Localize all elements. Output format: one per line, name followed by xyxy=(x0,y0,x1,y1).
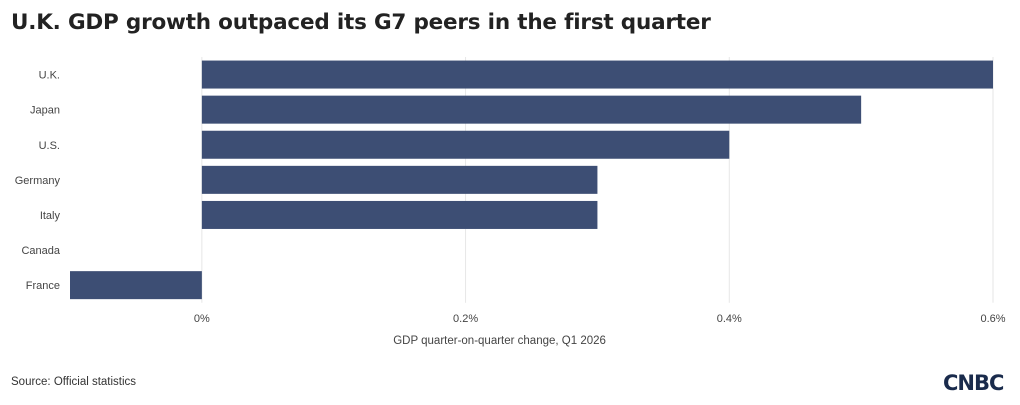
category-label-japan: Japan xyxy=(30,105,60,117)
bar-france xyxy=(70,271,202,300)
svg-text:CNBC: CNBC xyxy=(943,371,1004,393)
bar-japan xyxy=(201,95,862,124)
bars xyxy=(70,60,993,300)
category-label-france: France xyxy=(26,280,60,292)
x-tick-label-2: 0.4% xyxy=(717,313,742,325)
category-label-u-k: U.K. xyxy=(39,70,60,82)
bar-u-k xyxy=(201,60,993,89)
category-label-u-s: U.S. xyxy=(39,140,60,152)
category-label-germany: Germany xyxy=(15,175,61,187)
category-label-canada: Canada xyxy=(21,245,60,257)
source-note: Source: Official statistics xyxy=(11,376,137,388)
cnbc-logo-icon: CNBC xyxy=(943,371,1005,393)
x-tick-label-1: 0.2% xyxy=(453,313,478,325)
bar-u-s xyxy=(201,130,730,159)
x-axis-label: GDP quarter-on-quarter change, Q1 2026 xyxy=(393,335,606,347)
chart-title: U.K. GDP growth outpaced its G7 peers in… xyxy=(11,10,711,35)
bar-italy xyxy=(201,200,598,229)
category-label-italy: Italy xyxy=(40,210,61,222)
tick-labels: 0% 0.2% 0.4% 0.6% xyxy=(194,313,1006,325)
category-labels: U.K. Japan U.S. Germany Italy Canada France xyxy=(15,70,61,293)
bar-germany xyxy=(201,165,598,194)
x-tick-label-3: 0.6% xyxy=(980,313,1005,325)
x-tick-label-0: 0% xyxy=(194,313,210,325)
